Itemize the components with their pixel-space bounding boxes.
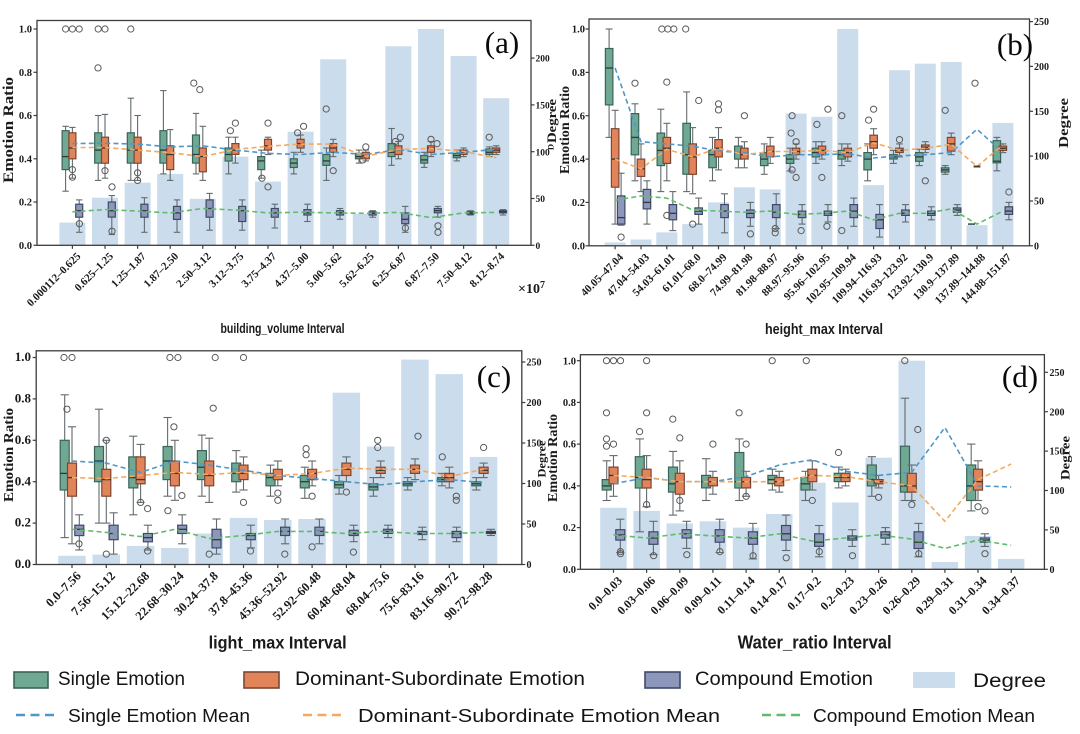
- svg-text:0.2: 0.2: [563, 523, 576, 534]
- svg-text:100: 100: [1050, 486, 1065, 497]
- svg-text:building_volume Interval: building_volume Interval: [221, 320, 345, 336]
- svg-text:100: 100: [1034, 152, 1049, 163]
- svg-text:Degree: Degree: [973, 671, 1046, 692]
- svg-text:Emotion Ratio: Emotion Ratio: [2, 408, 17, 502]
- svg-text:0: 0: [527, 560, 532, 571]
- svg-text:0: 0: [536, 242, 541, 252]
- svg-text:1.0: 1.0: [563, 356, 576, 367]
- svg-text:0: 0: [1050, 565, 1055, 576]
- svg-text:Emotion Ratio: Emotion Ratio: [545, 414, 560, 502]
- svg-text:(d): (d): [1002, 359, 1038, 394]
- svg-text:0.6: 0.6: [563, 440, 576, 451]
- svg-text:Emotion Ratio: Emotion Ratio: [1, 77, 17, 183]
- svg-text:0.4: 0.4: [19, 154, 33, 165]
- svg-text:0.0: 0.0: [572, 241, 585, 252]
- svg-text:Degree: Degree: [537, 441, 549, 478]
- svg-text:0.4: 0.4: [572, 155, 586, 166]
- svg-text:150: 150: [536, 102, 551, 112]
- svg-text:(b): (b): [997, 27, 1033, 62]
- svg-text:0.2: 0.2: [572, 198, 585, 209]
- svg-text:250: 250: [1050, 368, 1065, 379]
- svg-text:200: 200: [536, 55, 551, 65]
- svg-text:0.6: 0.6: [572, 111, 585, 122]
- svg-text:150: 150: [1050, 447, 1065, 458]
- svg-text:0.2: 0.2: [15, 515, 31, 530]
- svg-text:0.6: 0.6: [15, 432, 32, 447]
- svg-text:Water_ratio Interval: Water_ratio Interval: [738, 633, 892, 653]
- svg-text:0.8: 0.8: [563, 398, 576, 409]
- svg-text:0.8: 0.8: [19, 68, 32, 79]
- svg-text:250: 250: [1034, 17, 1049, 28]
- svg-text:0.0: 0.0: [19, 241, 32, 252]
- svg-text:150: 150: [1034, 107, 1049, 118]
- svg-text:Dominant-Subordinate Emotion M: Dominant-Subordinate Emotion Mean: [358, 705, 720, 726]
- svg-text:0.8: 0.8: [15, 391, 32, 406]
- svg-text:0.4: 0.4: [563, 482, 577, 493]
- svg-text:Single Emotion Mean: Single Emotion Mean: [68, 705, 250, 726]
- svg-text:0: 0: [1034, 241, 1039, 252]
- svg-text:×107: ×107: [518, 280, 545, 297]
- svg-text:0.2: 0.2: [19, 198, 32, 209]
- svg-text:0.4: 0.4: [15, 473, 32, 488]
- svg-text:(c): (c): [477, 359, 511, 394]
- svg-text:0.8: 0.8: [572, 68, 585, 79]
- svg-text:50: 50: [1050, 526, 1060, 537]
- svg-text:100: 100: [527, 479, 542, 490]
- svg-text:Degree: Degree: [545, 98, 559, 143]
- svg-text:250: 250: [527, 358, 542, 369]
- svg-text:1.0: 1.0: [15, 349, 31, 364]
- svg-text:light_max Interval: light_max Interval: [209, 633, 347, 653]
- svg-text:height_max Interval: height_max Interval: [765, 321, 883, 338]
- svg-text:0.6: 0.6: [19, 111, 32, 122]
- svg-text:200: 200: [1050, 407, 1065, 418]
- svg-text:0.0: 0.0: [563, 565, 576, 576]
- svg-text:150: 150: [527, 439, 542, 450]
- svg-text:50: 50: [527, 520, 537, 531]
- svg-text:1.0: 1.0: [19, 25, 32, 36]
- svg-text:100: 100: [536, 148, 551, 158]
- svg-text:50: 50: [536, 195, 546, 205]
- svg-text:1.0: 1.0: [572, 25, 585, 36]
- svg-text:(a): (a): [485, 25, 519, 60]
- svg-text:D: D: [546, 144, 556, 150]
- svg-text:Emotion Ratio: Emotion Ratio: [557, 86, 572, 174]
- svg-text:Degree: Degree: [1059, 435, 1073, 480]
- svg-text:Dominant-Subordinate Emotion: Dominant-Subordinate Emotion: [295, 669, 585, 690]
- svg-text:Degree: Degree: [1056, 98, 1071, 148]
- svg-text:0.0: 0.0: [15, 556, 31, 571]
- svg-text:Compound Emotion: Compound Emotion: [695, 669, 873, 690]
- svg-text:50: 50: [1034, 197, 1044, 208]
- svg-text:Single Emotion: Single Emotion: [58, 669, 185, 690]
- svg-text:200: 200: [527, 398, 542, 409]
- svg-text:Compound Emotion Mean: Compound Emotion Mean: [813, 705, 1035, 726]
- svg-text:200: 200: [1034, 62, 1049, 73]
